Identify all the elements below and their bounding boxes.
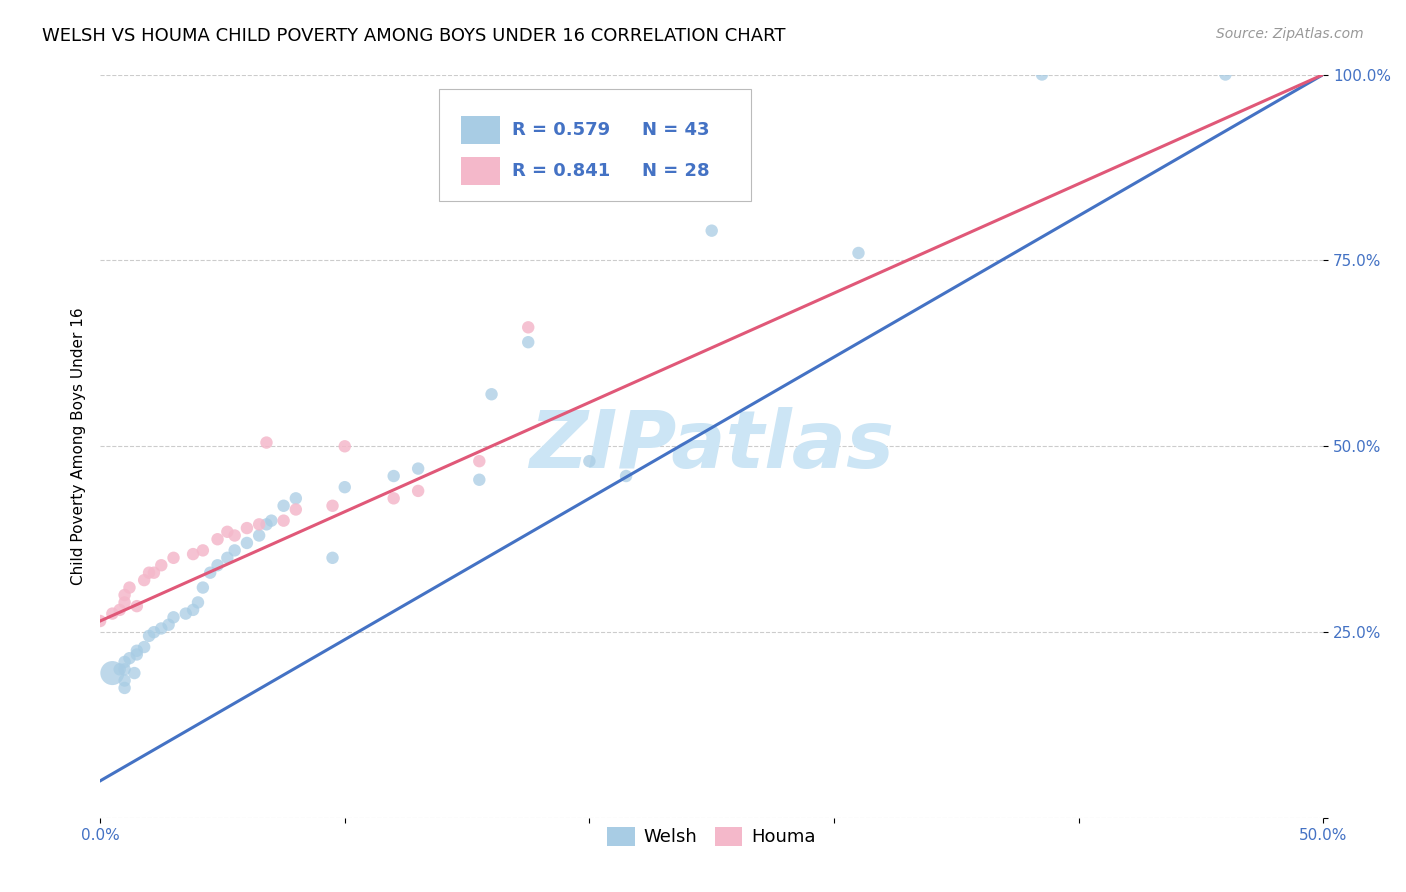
Point — [125, 644, 148, 658]
Point — [256, 435, 278, 450]
FancyBboxPatch shape — [439, 89, 751, 201]
Point — [217, 524, 239, 539]
Point — [260, 514, 283, 528]
Point — [200, 566, 222, 580]
Point — [224, 528, 246, 542]
Point — [406, 483, 429, 498]
Point — [150, 622, 173, 636]
Point — [191, 581, 214, 595]
Point — [406, 461, 429, 475]
Point — [236, 521, 259, 535]
Point — [89, 614, 111, 628]
Point — [187, 595, 209, 609]
Point — [108, 662, 131, 676]
Point — [157, 617, 180, 632]
Point — [333, 480, 356, 494]
Point — [322, 550, 344, 565]
Point — [174, 607, 197, 621]
Text: R = 0.841: R = 0.841 — [512, 162, 610, 180]
Point — [848, 246, 870, 260]
Point — [322, 499, 344, 513]
Point — [382, 491, 405, 506]
Point — [125, 648, 148, 662]
Point — [114, 662, 136, 676]
Y-axis label: Child Poverty Among Boys Under 16: Child Poverty Among Boys Under 16 — [72, 308, 86, 585]
Point — [207, 533, 229, 547]
Point — [150, 558, 173, 573]
Text: R = 0.579: R = 0.579 — [512, 121, 610, 139]
Point — [273, 514, 295, 528]
Point — [118, 651, 141, 665]
Point — [142, 566, 165, 580]
Legend: Welsh, Houma: Welsh, Houma — [600, 820, 823, 854]
Point — [284, 491, 307, 506]
Text: Source: ZipAtlas.com: Source: ZipAtlas.com — [1216, 27, 1364, 41]
Point — [273, 499, 295, 513]
Point — [1031, 68, 1053, 82]
Point — [162, 550, 184, 565]
Point — [181, 547, 204, 561]
Point — [578, 454, 600, 468]
Point — [468, 454, 491, 468]
Point — [517, 320, 540, 334]
Point — [134, 573, 156, 587]
Point — [217, 550, 239, 565]
Point — [138, 629, 160, 643]
Point — [517, 335, 540, 350]
Point — [134, 640, 156, 654]
Point — [101, 666, 124, 681]
Point — [142, 625, 165, 640]
Point — [614, 469, 637, 483]
Point — [468, 473, 491, 487]
Point — [101, 607, 124, 621]
Point — [224, 543, 246, 558]
Point — [247, 528, 270, 542]
FancyBboxPatch shape — [461, 116, 501, 145]
Point — [114, 681, 136, 695]
Point — [125, 599, 148, 614]
Point — [162, 610, 184, 624]
Point — [236, 536, 259, 550]
Point — [114, 595, 136, 609]
Point — [207, 558, 229, 573]
Point — [284, 502, 307, 516]
Point — [481, 387, 503, 401]
Point — [333, 439, 356, 453]
Text: WELSH VS HOUMA CHILD POVERTY AMONG BOYS UNDER 16 CORRELATION CHART: WELSH VS HOUMA CHILD POVERTY AMONG BOYS … — [42, 27, 786, 45]
Text: N = 43: N = 43 — [643, 121, 710, 139]
Point — [1215, 68, 1237, 82]
Point — [114, 673, 136, 688]
Text: N = 28: N = 28 — [643, 162, 710, 180]
Point — [114, 588, 136, 602]
Point — [181, 603, 204, 617]
Point — [700, 224, 723, 238]
FancyBboxPatch shape — [461, 157, 501, 186]
Point — [118, 581, 141, 595]
Point — [382, 469, 405, 483]
Point — [191, 543, 214, 558]
Point — [138, 566, 160, 580]
Point — [256, 517, 278, 532]
Point — [114, 655, 136, 669]
Point — [124, 666, 146, 681]
Point — [108, 603, 131, 617]
Point — [247, 517, 270, 532]
Text: ZIPatlas: ZIPatlas — [529, 408, 894, 485]
